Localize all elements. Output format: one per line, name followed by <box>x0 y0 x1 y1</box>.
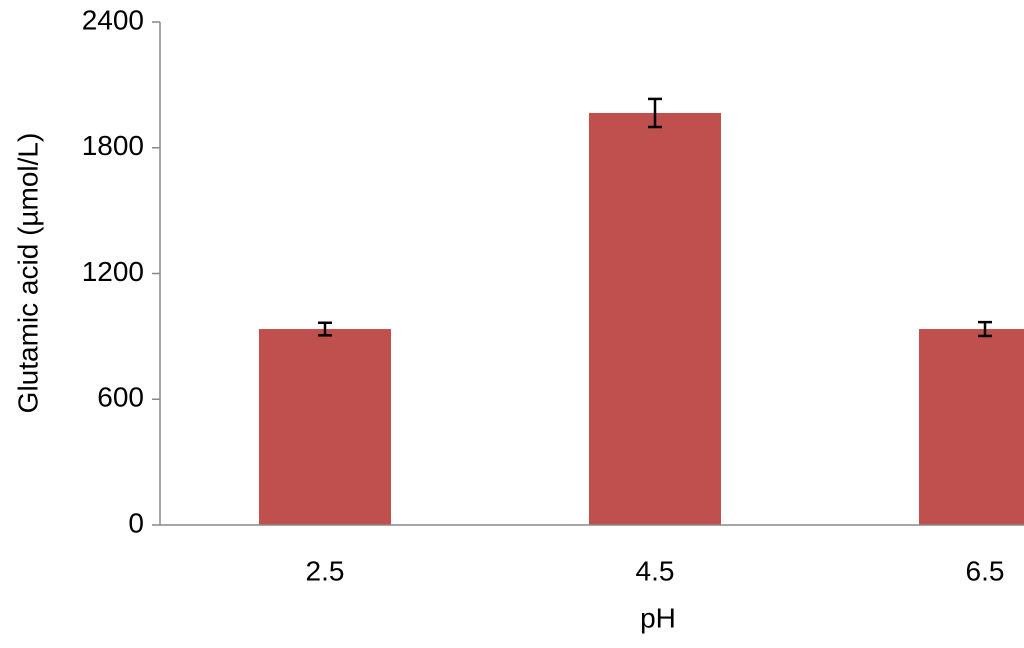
error-bar <box>648 97 662 129</box>
bar <box>259 329 391 525</box>
x-tick-label: 4.5 <box>636 555 675 586</box>
y-tick-label: 1200 <box>82 256 144 287</box>
x-axis-label: pH <box>640 602 676 633</box>
y-tick-label: 2400 <box>82 4 144 35</box>
error-bar <box>978 320 992 338</box>
x-tick-label: 6.5 <box>966 555 1005 586</box>
x-tick-label: 2.5 <box>306 555 345 586</box>
bar <box>589 112 721 525</box>
y-tick-label: 1800 <box>82 130 144 161</box>
error-bar <box>318 321 332 337</box>
y-axis-label: Glutamic acid (µmol/L) <box>12 133 43 414</box>
y-tick-label: 600 <box>97 382 144 413</box>
y-tick-label: 0 <box>128 507 144 538</box>
bar <box>919 329 1024 525</box>
